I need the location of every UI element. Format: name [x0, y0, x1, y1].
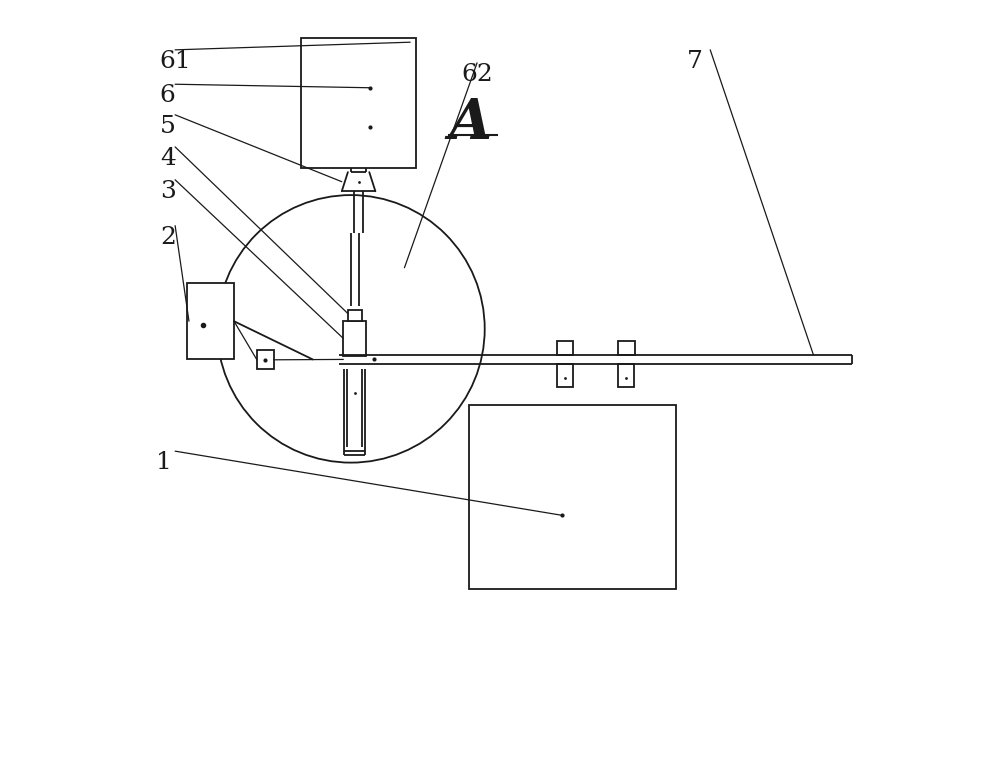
Text: 3: 3	[160, 179, 176, 203]
Bar	[557, 341, 573, 355]
Text: A: A	[448, 96, 491, 151]
Text: 2: 2	[160, 225, 176, 249]
Bar	[343, 321, 366, 356]
Text: 61: 61	[160, 50, 191, 73]
Text: 7: 7	[687, 50, 703, 73]
Text: 6: 6	[160, 84, 176, 107]
Bar	[469, 406, 676, 589]
Text: 5: 5	[160, 115, 176, 138]
Bar	[618, 364, 634, 387]
Text: 4: 4	[160, 147, 176, 170]
Text: 62: 62	[462, 63, 494, 86]
Text: 1: 1	[156, 451, 172, 474]
Bar	[301, 38, 416, 168]
Bar	[257, 350, 274, 370]
Bar	[348, 310, 362, 321]
Bar	[187, 283, 234, 360]
Bar	[557, 364, 573, 387]
Bar	[618, 341, 635, 355]
